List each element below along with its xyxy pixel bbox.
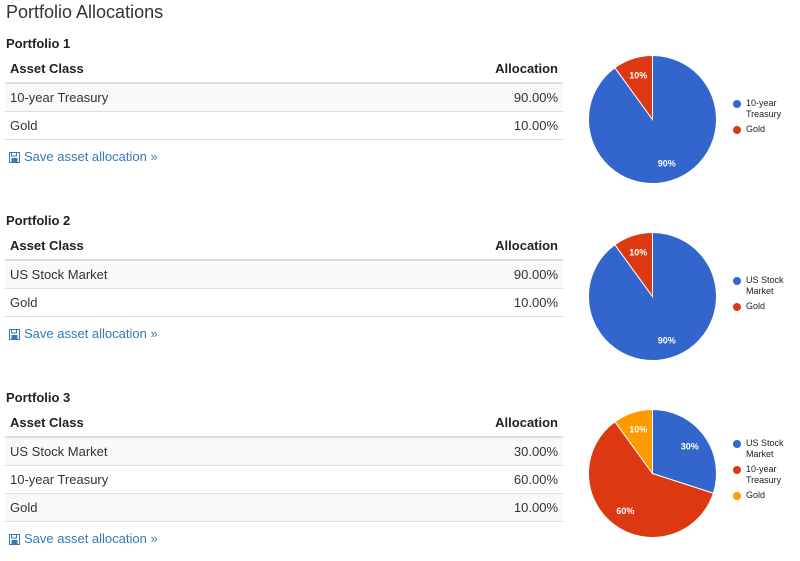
pie-slice-label: 90% (658, 335, 676, 345)
asset-cell: Gold (5, 111, 339, 140)
asset-class-header: Asset Class (5, 408, 339, 438)
allocation-cell: 30.00% (338, 437, 563, 466)
allocation-table: Asset Class Allocation 10-year Treasury … (5, 54, 563, 140)
allocation-cell: 10.00% (337, 288, 563, 317)
portfolio-title: Portfolio 2 (6, 213, 71, 228)
pie-slice (614, 408, 653, 476)
asset-cell: US Stock Market (5, 260, 338, 289)
chart-legend: 10-year Treasury Gold (733, 98, 800, 139)
allocation-cell: 90.00% (338, 83, 563, 112)
allocation-cell: 90.00% (337, 260, 563, 289)
allocation-header: Allocation (338, 408, 563, 438)
portfolio-section: Portfolio 3 Asset Class Allocation US St… (0, 390, 800, 561)
pie-slice (614, 231, 653, 299)
pie-slice (588, 54, 717, 184)
allocation-table: Asset Class Allocation US Stock Market 3… (5, 408, 563, 522)
table-header-row: Asset Class Allocation (5, 231, 563, 261)
legend-marker (733, 492, 741, 500)
legend-marker (733, 303, 741, 311)
legend-item: US Stock Market (733, 275, 800, 297)
pie-slice-label: 30% (681, 441, 699, 451)
legend-marker (733, 466, 741, 474)
pie-chart: 90% 10% (585, 229, 720, 364)
pie-slice (614, 54, 653, 122)
legend-label: Gold (746, 490, 766, 500)
asset-cell: US Stock Market (5, 437, 339, 466)
chart-legend: US Stock Market Gold (733, 275, 800, 316)
pie-chart: 30% 60% 10% (585, 406, 720, 541)
legend-item: 10-year Treasury (733, 464, 800, 486)
allocation-header: Allocation (338, 54, 563, 84)
pie-slice (652, 408, 717, 494)
floppy-disk-icon (9, 151, 20, 163)
save-link-label: Save asset allocation » (24, 326, 158, 341)
save-asset-allocation-link[interactable]: Save asset allocation » (9, 326, 158, 342)
legend-item: Gold (733, 490, 800, 501)
asset-cell: Gold (5, 493, 339, 522)
asset-cell: 10-year Treasury (5, 83, 339, 112)
table-row: 10-year Treasury 60.00% (5, 465, 563, 494)
table-header-row: Asset Class Allocation (5, 408, 563, 438)
legend-label: 10-year Treasury (746, 464, 782, 485)
allocation-cell: 60.00% (338, 465, 563, 494)
legend-label: US Stock Market (746, 438, 784, 459)
pie-slice-label: 90% (658, 158, 676, 168)
legend-item: 10-year Treasury (733, 98, 800, 120)
asset-cell: Gold (5, 288, 338, 317)
allocation-cell: 10.00% (338, 493, 563, 522)
table-row: Gold 10.00% (5, 493, 563, 522)
floppy-disk-icon (9, 533, 20, 545)
pie-slice-label: 60% (616, 506, 634, 516)
table-row: US Stock Market 30.00% (5, 437, 563, 466)
legend-label: Gold (746, 124, 766, 134)
legend-item: Gold (733, 301, 800, 312)
pie-slice-label: 10% (629, 248, 647, 258)
legend-label: 10-year Treasury (746, 98, 782, 119)
legend-item: US Stock Market (733, 438, 800, 460)
legend-marker (733, 100, 741, 108)
table-row: US Stock Market 90.00% (5, 260, 563, 289)
legend-marker (733, 440, 741, 448)
allocation-table: Asset Class Allocation US Stock Market 9… (5, 231, 563, 317)
asset-cell: 10-year Treasury (5, 465, 339, 494)
save-link-label: Save asset allocation » (24, 531, 158, 546)
portfolio-section: Portfolio 1 Asset Class Allocation 10-ye… (0, 36, 800, 211)
save-asset-allocation-link[interactable]: Save asset allocation » (9, 149, 158, 165)
asset-class-header: Asset Class (5, 231, 338, 261)
allocation-header: Allocation (337, 231, 563, 261)
table-row: 10-year Treasury 90.00% (5, 83, 563, 112)
floppy-disk-icon (9, 328, 20, 340)
legend-marker (733, 277, 741, 285)
pie-chart: 90% 10% (585, 52, 720, 187)
save-asset-allocation-link[interactable]: Save asset allocation » (9, 531, 158, 547)
portfolio-section: Portfolio 2 Asset Class Allocation US St… (0, 213, 800, 388)
portfolio-title: Portfolio 1 (6, 36, 71, 51)
table-header-row: Asset Class Allocation (5, 54, 563, 84)
pie-slice-label: 10% (629, 71, 647, 81)
pie-slice (588, 421, 715, 538)
chart-legend: US Stock Market 10-year Treasury Gold (733, 438, 800, 505)
page-title: Portfolio Allocations (6, 2, 164, 22)
legend-label: US Stock Market (746, 275, 784, 296)
portfolio-title: Portfolio 3 (6, 390, 71, 405)
legend-label: Gold (746, 301, 766, 311)
legend-item: Gold (733, 124, 800, 135)
pie-slice (588, 231, 717, 361)
table-row: Gold 10.00% (5, 288, 563, 317)
legend-marker (733, 126, 741, 134)
asset-class-header: Asset Class (5, 54, 339, 84)
pie-slice-label: 10% (629, 425, 647, 435)
save-link-label: Save asset allocation » (24, 149, 158, 164)
table-row: Gold 10.00% (5, 111, 563, 140)
allocation-cell: 10.00% (338, 111, 563, 140)
